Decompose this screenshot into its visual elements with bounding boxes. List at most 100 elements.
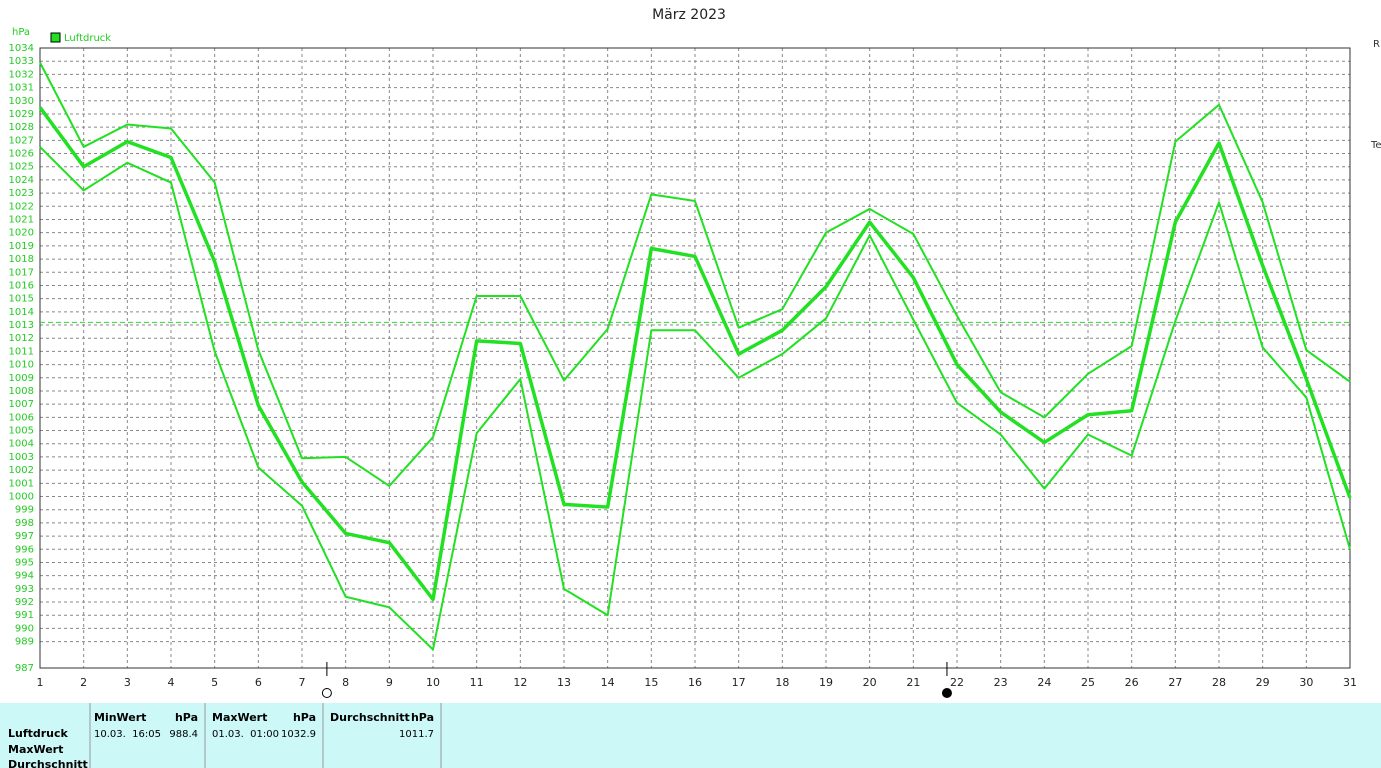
row-label: Durchschnitt (8, 758, 88, 768)
x-tick-label: 17 (732, 676, 746, 689)
x-tick-label: 27 (1168, 676, 1182, 689)
moon-marker (321, 688, 332, 698)
y-tick-label: 1024 (9, 175, 34, 186)
x-tick-label: 9 (386, 676, 393, 689)
x-tick-label: 4 (168, 676, 175, 689)
y-tick-label: 987 (15, 663, 34, 674)
plot-area: 9879899909919929939949959969979989991000… (9, 43, 1357, 698)
y-tick-label: 997 (15, 531, 34, 542)
y-tick-label: 1030 (9, 96, 34, 107)
col-header: MaxWert (212, 711, 267, 724)
x-tick-label: 11 (470, 676, 484, 689)
y-tick-label: 1018 (9, 254, 34, 265)
y-tick-label: 996 (15, 544, 34, 555)
y-tick-label: 1023 (9, 188, 34, 199)
side-label: Te (1370, 140, 1381, 151)
y-tick-label: 1016 (9, 280, 34, 291)
y-tick-label: 1015 (9, 294, 34, 305)
legend-swatch (50, 32, 61, 43)
x-tick-label: 8 (342, 676, 349, 689)
y-tick-label: 1022 (9, 201, 34, 212)
col-unit: hPa (293, 711, 316, 724)
col-unit: hPa (411, 711, 434, 724)
y-tick-label: 1005 (9, 426, 34, 437)
y-tick-label: 1028 (9, 122, 34, 133)
side-label: R (1373, 39, 1380, 50)
x-tick-label: 7 (299, 676, 306, 689)
x-tick-label: 23 (994, 676, 1008, 689)
plot-frame (39, 47, 1351, 669)
y-tick-label: 1009 (9, 373, 34, 384)
y-tick-label: 1010 (9, 360, 34, 371)
y-tick-label: 1012 (9, 333, 34, 344)
cell-value: 1032.9 (281, 729, 316, 740)
cell-time: 01.03. 01:00 (212, 729, 279, 740)
x-tick-label: 10 (426, 676, 440, 689)
series-line (38, 106, 1352, 602)
x-tick-label: 14 (601, 676, 615, 689)
x-tick-label: 22 (950, 676, 964, 689)
col-header: MinWert (94, 711, 146, 724)
y-tick-label: 1031 (9, 83, 34, 94)
x-tick-label: 28 (1212, 676, 1226, 689)
col-header: Durchschnitt (330, 711, 410, 724)
y-tick-label: 994 (15, 571, 34, 582)
chart-title: März 2023 (652, 7, 726, 23)
legend-label: Luftdruck (64, 33, 111, 44)
y-tick-label: 1004 (9, 439, 34, 450)
x-tick-label: 2 (80, 676, 87, 689)
stats-panel (0, 703, 1381, 768)
y-tick-label: 1019 (9, 241, 34, 252)
y-tick-label: 1006 (9, 412, 34, 423)
col-unit: hPa (175, 711, 198, 724)
x-tick-label: 30 (1299, 676, 1313, 689)
y-tick-label: 998 (15, 518, 34, 529)
y-tick-label: 1034 (9, 43, 34, 54)
y-tick-label: 1033 (9, 56, 34, 67)
y-tick-label: 1002 (9, 465, 34, 476)
x-tick-label: 21 (906, 676, 920, 689)
x-tick-label: 15 (644, 676, 658, 689)
y-tick-label: 1029 (9, 109, 34, 120)
y-tick-label: 1013 (9, 320, 34, 331)
y-tick-label: 989 (15, 637, 34, 648)
x-tick-label: 18 (775, 676, 789, 689)
y-tick-label: 1025 (9, 162, 34, 173)
y-tick-label: 1014 (9, 307, 34, 318)
x-tick-label: 31 (1343, 676, 1357, 689)
y-tick-label: 990 (15, 623, 34, 634)
x-tick-label: 29 (1256, 676, 1270, 689)
y-tick-label: 1017 (9, 267, 34, 278)
series-line (39, 62, 1351, 487)
y-tick-label: 1020 (9, 228, 34, 239)
x-tick-label: 26 (1125, 676, 1139, 689)
y-tick-label: 995 (15, 557, 34, 568)
y-tick-label: 1000 (9, 492, 34, 503)
y-tick-label: 992 (15, 597, 34, 608)
y-tick-label: 1032 (9, 69, 34, 80)
y-tick-label: 1001 (9, 478, 34, 489)
y-tick-label: 1011 (9, 346, 34, 357)
x-tick-label: 13 (557, 676, 571, 689)
x-tick-label: 3 (124, 676, 131, 689)
x-tick-label: 1 (37, 676, 44, 689)
y-tick-label: 1007 (9, 399, 34, 410)
x-tick-label: 6 (255, 676, 262, 689)
y-tick-label: 991 (15, 610, 34, 621)
x-tick-label: 19 (819, 676, 833, 689)
row-label: MaxWert (8, 743, 63, 756)
y-unit: hPa (12, 27, 30, 38)
series-line (39, 146, 1351, 651)
x-tick-label: 24 (1037, 676, 1051, 689)
y-tick-label: 1026 (9, 149, 34, 160)
y-tick-label: 1021 (9, 214, 34, 225)
y-tick-label: 999 (15, 505, 34, 516)
x-tick-label: 25 (1081, 676, 1095, 689)
x-tick-label: 16 (688, 676, 702, 689)
x-tick-label: 20 (863, 676, 877, 689)
cell-time: 10.03. 16:05 (94, 729, 161, 740)
x-tick-label: 5 (211, 676, 218, 689)
